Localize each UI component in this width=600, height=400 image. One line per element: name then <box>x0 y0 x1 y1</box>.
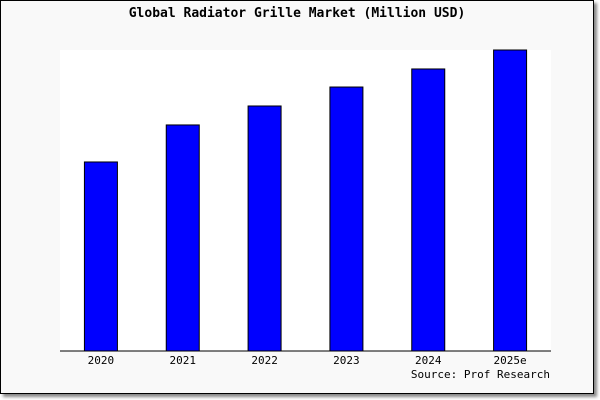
bar-2020 <box>83 161 118 352</box>
x-tick-label: 2024 <box>415 354 442 367</box>
x-tick-label: 2023 <box>333 354 360 367</box>
source-note: Source: Prof Research <box>410 368 550 381</box>
bar-2021 <box>165 124 200 352</box>
plot-area <box>60 50 551 351</box>
bar-2025e <box>493 49 528 352</box>
x-tick-label: 2025e <box>494 354 527 367</box>
x-tick-label: 2021 <box>170 354 197 367</box>
chart-title: Global Radiator Grille Market (Million U… <box>128 6 466 21</box>
x-tick-label: 2022 <box>251 354 278 367</box>
bar-2024 <box>411 68 446 352</box>
bar-2023 <box>329 86 364 352</box>
x-tick-label: 2020 <box>88 354 115 367</box>
bar-2022 <box>247 105 282 352</box>
